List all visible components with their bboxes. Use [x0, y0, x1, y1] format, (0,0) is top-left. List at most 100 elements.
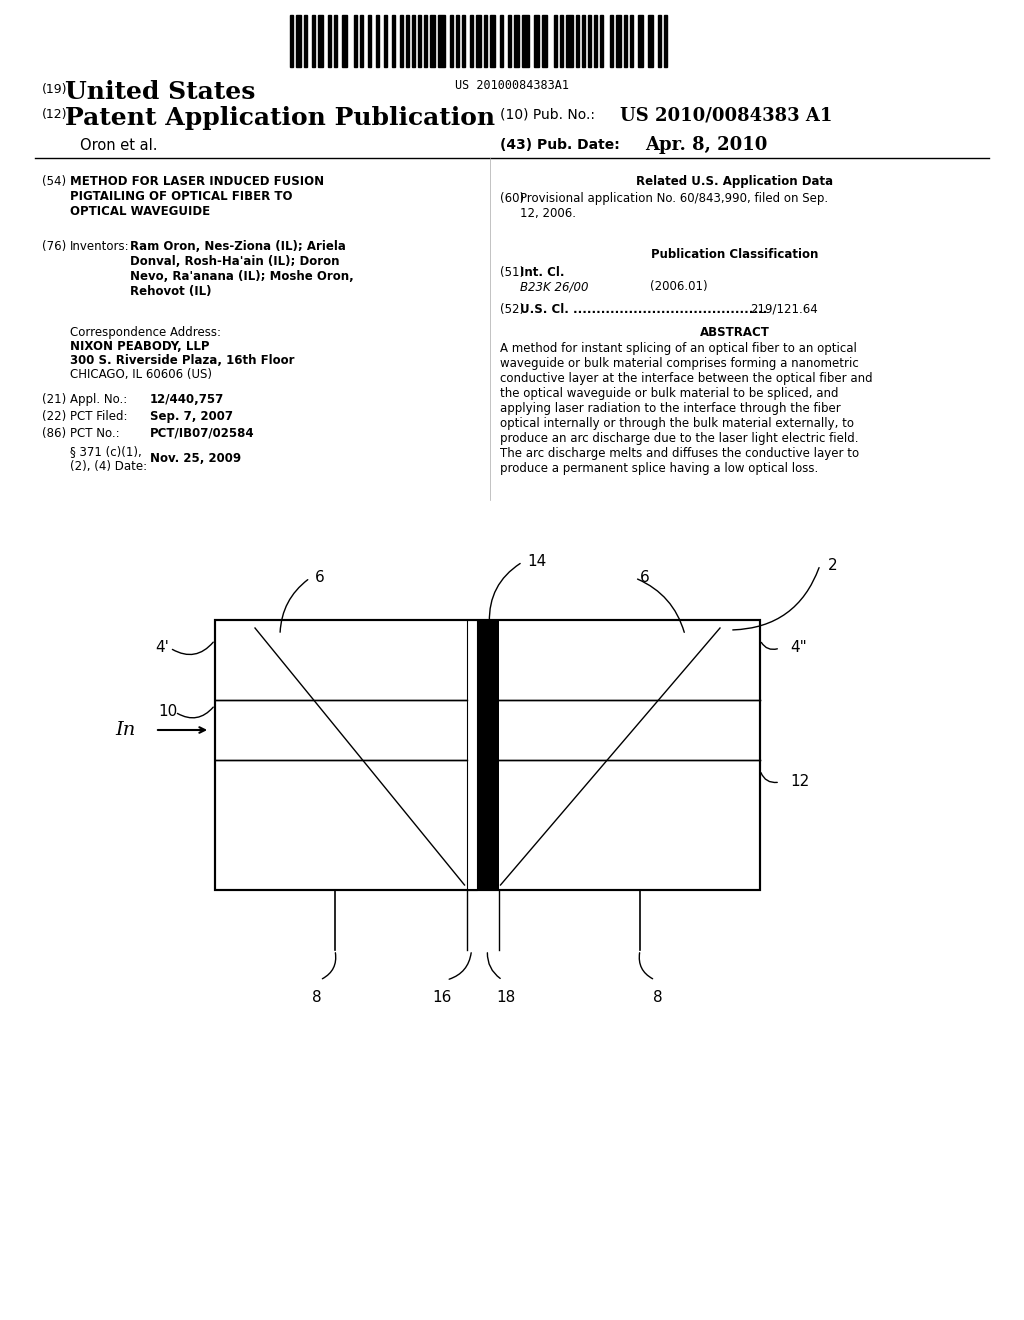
- Text: (54): (54): [42, 176, 67, 187]
- Bar: [412, 15, 415, 67]
- Bar: [554, 15, 557, 67]
- Bar: [630, 15, 633, 67]
- Bar: [566, 15, 573, 67]
- Bar: [658, 15, 662, 67]
- Text: (60): (60): [500, 191, 524, 205]
- Bar: [318, 15, 323, 67]
- Text: PCT Filed:: PCT Filed:: [70, 411, 128, 422]
- Text: US 20100084383A1: US 20100084383A1: [455, 79, 569, 92]
- Text: United States: United States: [65, 81, 255, 104]
- Bar: [456, 15, 459, 67]
- Bar: [360, 15, 362, 67]
- Bar: [215, 620, 760, 890]
- Text: 4': 4': [155, 640, 169, 656]
- Bar: [648, 15, 653, 67]
- Bar: [406, 15, 409, 67]
- Bar: [342, 15, 347, 67]
- Text: ABSTRACT: ABSTRACT: [700, 326, 770, 339]
- Text: 6: 6: [640, 570, 650, 586]
- Text: PCT No.:: PCT No.:: [70, 426, 120, 440]
- Text: NIXON PEABODY, LLP: NIXON PEABODY, LLP: [70, 341, 210, 352]
- Bar: [490, 15, 495, 67]
- Text: In: In: [115, 721, 135, 739]
- Text: 4": 4": [790, 640, 807, 656]
- Text: Publication Classification: Publication Classification: [651, 248, 818, 261]
- Text: Correspondence Address:: Correspondence Address:: [70, 326, 221, 339]
- Text: (86): (86): [42, 426, 67, 440]
- Text: 14: 14: [527, 554, 547, 569]
- Bar: [312, 15, 315, 67]
- Text: 12/440,757: 12/440,757: [150, 393, 224, 407]
- Bar: [624, 15, 627, 67]
- Text: Int. Cl.: Int. Cl.: [520, 267, 564, 279]
- Text: (19): (19): [42, 83, 68, 96]
- Text: 300 S. Riverside Plaza, 16th Floor: 300 S. Riverside Plaza, 16th Floor: [70, 354, 295, 367]
- Text: METHOD FOR LASER INDUCED FUSION
PIGTAILING OF OPTICAL FIBER TO
OPTICAL WAVEGUIDE: METHOD FOR LASER INDUCED FUSION PIGTAILI…: [70, 176, 325, 218]
- Bar: [638, 15, 643, 67]
- Bar: [664, 15, 667, 67]
- Text: U.S. Cl. ..........................................: U.S. Cl. ...............................…: [520, 304, 767, 315]
- Bar: [376, 15, 379, 67]
- Text: (76): (76): [42, 240, 67, 253]
- Text: A method for instant splicing of an optical fiber to an optical
waveguide or bul: A method for instant splicing of an opti…: [500, 342, 872, 475]
- Bar: [400, 15, 403, 67]
- Text: US 2010/0084383 A1: US 2010/0084383 A1: [620, 106, 833, 124]
- Bar: [450, 15, 453, 67]
- Text: 18: 18: [496, 990, 515, 1006]
- Text: Inventors:: Inventors:: [70, 240, 130, 253]
- Bar: [610, 15, 613, 67]
- Bar: [296, 15, 301, 67]
- Bar: [304, 15, 307, 67]
- Text: (2006.01): (2006.01): [650, 280, 708, 293]
- Text: Related U.S. Application Data: Related U.S. Application Data: [637, 176, 834, 187]
- Text: Nov. 25, 2009: Nov. 25, 2009: [150, 451, 241, 465]
- Text: Apr. 8, 2010: Apr. 8, 2010: [645, 136, 767, 154]
- Bar: [462, 15, 465, 67]
- Bar: [514, 15, 519, 67]
- Bar: [582, 15, 585, 67]
- Bar: [334, 15, 337, 67]
- Bar: [484, 15, 487, 67]
- Text: (12): (12): [42, 108, 68, 121]
- Bar: [508, 15, 511, 67]
- Text: 219/121.64: 219/121.64: [750, 304, 818, 315]
- Bar: [418, 15, 421, 67]
- Text: PCT/IB07/02584: PCT/IB07/02584: [150, 426, 255, 440]
- Bar: [616, 15, 621, 67]
- Bar: [588, 15, 591, 67]
- Text: (43) Pub. Date:: (43) Pub. Date:: [500, 139, 620, 152]
- Text: 8: 8: [653, 990, 663, 1006]
- Bar: [594, 15, 597, 67]
- Bar: [476, 15, 481, 67]
- Text: 16: 16: [432, 990, 452, 1006]
- Text: Provisional application No. 60/843,990, filed on Sep.
12, 2006.: Provisional application No. 60/843,990, …: [520, 191, 828, 220]
- Text: 12: 12: [790, 775, 809, 789]
- Bar: [392, 15, 395, 67]
- Bar: [328, 15, 331, 67]
- Text: (22): (22): [42, 411, 67, 422]
- Text: (10) Pub. No.:: (10) Pub. No.:: [500, 108, 595, 121]
- Bar: [438, 15, 445, 67]
- Text: Sep. 7, 2007: Sep. 7, 2007: [150, 411, 233, 422]
- Bar: [542, 15, 547, 67]
- Bar: [430, 15, 435, 67]
- Text: 8: 8: [312, 990, 322, 1006]
- Bar: [476, 620, 499, 890]
- Bar: [575, 15, 579, 67]
- Bar: [467, 620, 476, 890]
- Text: Patent Application Publication: Patent Application Publication: [65, 106, 496, 129]
- Text: 6: 6: [315, 570, 325, 586]
- Text: § 371 (c)(1),
(2), (4) Date:: § 371 (c)(1), (2), (4) Date:: [70, 445, 147, 473]
- Bar: [215, 620, 760, 890]
- Bar: [600, 15, 603, 67]
- Bar: [522, 15, 529, 67]
- Bar: [470, 15, 473, 67]
- Bar: [500, 15, 503, 67]
- Text: CHICAGO, IL 60606 (US): CHICAGO, IL 60606 (US): [70, 368, 212, 381]
- Bar: [290, 15, 293, 67]
- Bar: [560, 15, 563, 67]
- Bar: [368, 15, 371, 67]
- Text: 2: 2: [828, 557, 838, 573]
- Text: Appl. No.:: Appl. No.:: [70, 393, 127, 407]
- Bar: [534, 15, 539, 67]
